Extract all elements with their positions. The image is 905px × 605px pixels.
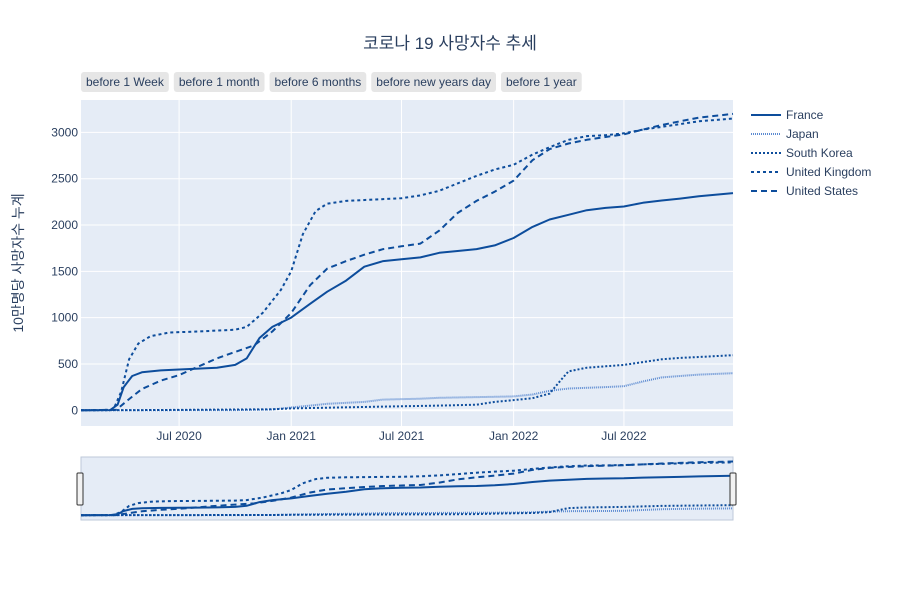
range-button[interactable]: before 1 Week (81, 72, 169, 92)
series-line-united-states[interactable] (80, 112, 734, 412)
legend-label: France (786, 108, 824, 122)
legend-label: United States (786, 184, 858, 198)
range-button-label: before 1 year (506, 75, 577, 89)
range-button-bg[interactable] (501, 72, 582, 92)
legend-item[interactable]: South Korea (751, 146, 853, 160)
x-tick-label: Jan 2021 (267, 429, 317, 443)
range-button-label: before 1 Week (86, 75, 165, 89)
range-slider-left-handle[interactable] (76, 472, 84, 506)
y-axis: 0 500 1000 1500 2000 2500 3000 (51, 125, 78, 417)
y-tick-label: 500 (58, 357, 78, 371)
range-button-label: before new years day (376, 75, 491, 89)
legend: France Japan South Korea United Kingdom Unit… (751, 108, 871, 198)
range-button-label: before 1 month (179, 75, 260, 89)
legend-item[interactable]: France (751, 108, 824, 122)
series-line-south-korea[interactable] (80, 354, 734, 412)
y-tick-label: 2500 (51, 172, 78, 186)
range-selector: before 1 Week before 1 month before 6 mont… (81, 72, 582, 92)
range-slider-right-handle[interactable] (729, 472, 737, 506)
range-button[interactable]: before 1 year (501, 72, 582, 92)
range-slider[interactable] (76, 456, 737, 521)
range-slider-line (80, 460, 734, 517)
range-slider-line (80, 474, 734, 517)
x-tick-label: Jul 2022 (601, 429, 647, 443)
y-tick-label: 2000 (51, 218, 78, 232)
legend-label: United Kingdom (786, 165, 871, 179)
range-slider-line (80, 507, 734, 517)
range-button[interactable]: before new years day (371, 72, 496, 92)
range-button-bg[interactable] (81, 72, 169, 92)
range-button-bg[interactable] (371, 72, 496, 92)
range-button-label: before 6 months (275, 75, 362, 89)
y-axis-title: 10만명당 사망자수 누계 (10, 193, 26, 332)
legend-label: Japan (786, 127, 819, 141)
x-tick-label: Jul 2021 (379, 429, 425, 443)
series-lines (80, 112, 734, 412)
range-button[interactable]: before 6 months (269, 72, 367, 92)
series-line-united-kingdom[interactable] (80, 117, 734, 412)
range-button-bg[interactable] (173, 72, 265, 92)
legend-item[interactable]: Japan (751, 127, 819, 141)
y-tick-label: 0 (71, 403, 78, 417)
y-tick-label: 1000 (51, 311, 78, 325)
x-axis: Jul 2020 Jan 2021 Jul 2021 Jan 2022 Jul 2022 (156, 429, 647, 443)
range-slider-line (80, 504, 734, 517)
y-tick-label: 1500 (51, 264, 78, 278)
x-tick-label: Jan 2022 (489, 429, 539, 443)
range-button[interactable]: before 1 month (173, 72, 265, 92)
series-line-japan[interactable] (80, 372, 734, 412)
range-slider-lines (80, 460, 734, 517)
legend-item[interactable]: United States (751, 184, 858, 198)
y-tick-label: 3000 (51, 125, 78, 139)
series-line-france[interactable] (80, 192, 734, 412)
range-button-bg[interactable] (269, 72, 367, 92)
chart-title: 코로나 19 사망자수 추세 (363, 34, 537, 53)
x-tick-label: Jul 2020 (156, 429, 202, 443)
legend-label: South Korea (786, 146, 853, 160)
legend-item[interactable]: United Kingdom (751, 165, 871, 179)
